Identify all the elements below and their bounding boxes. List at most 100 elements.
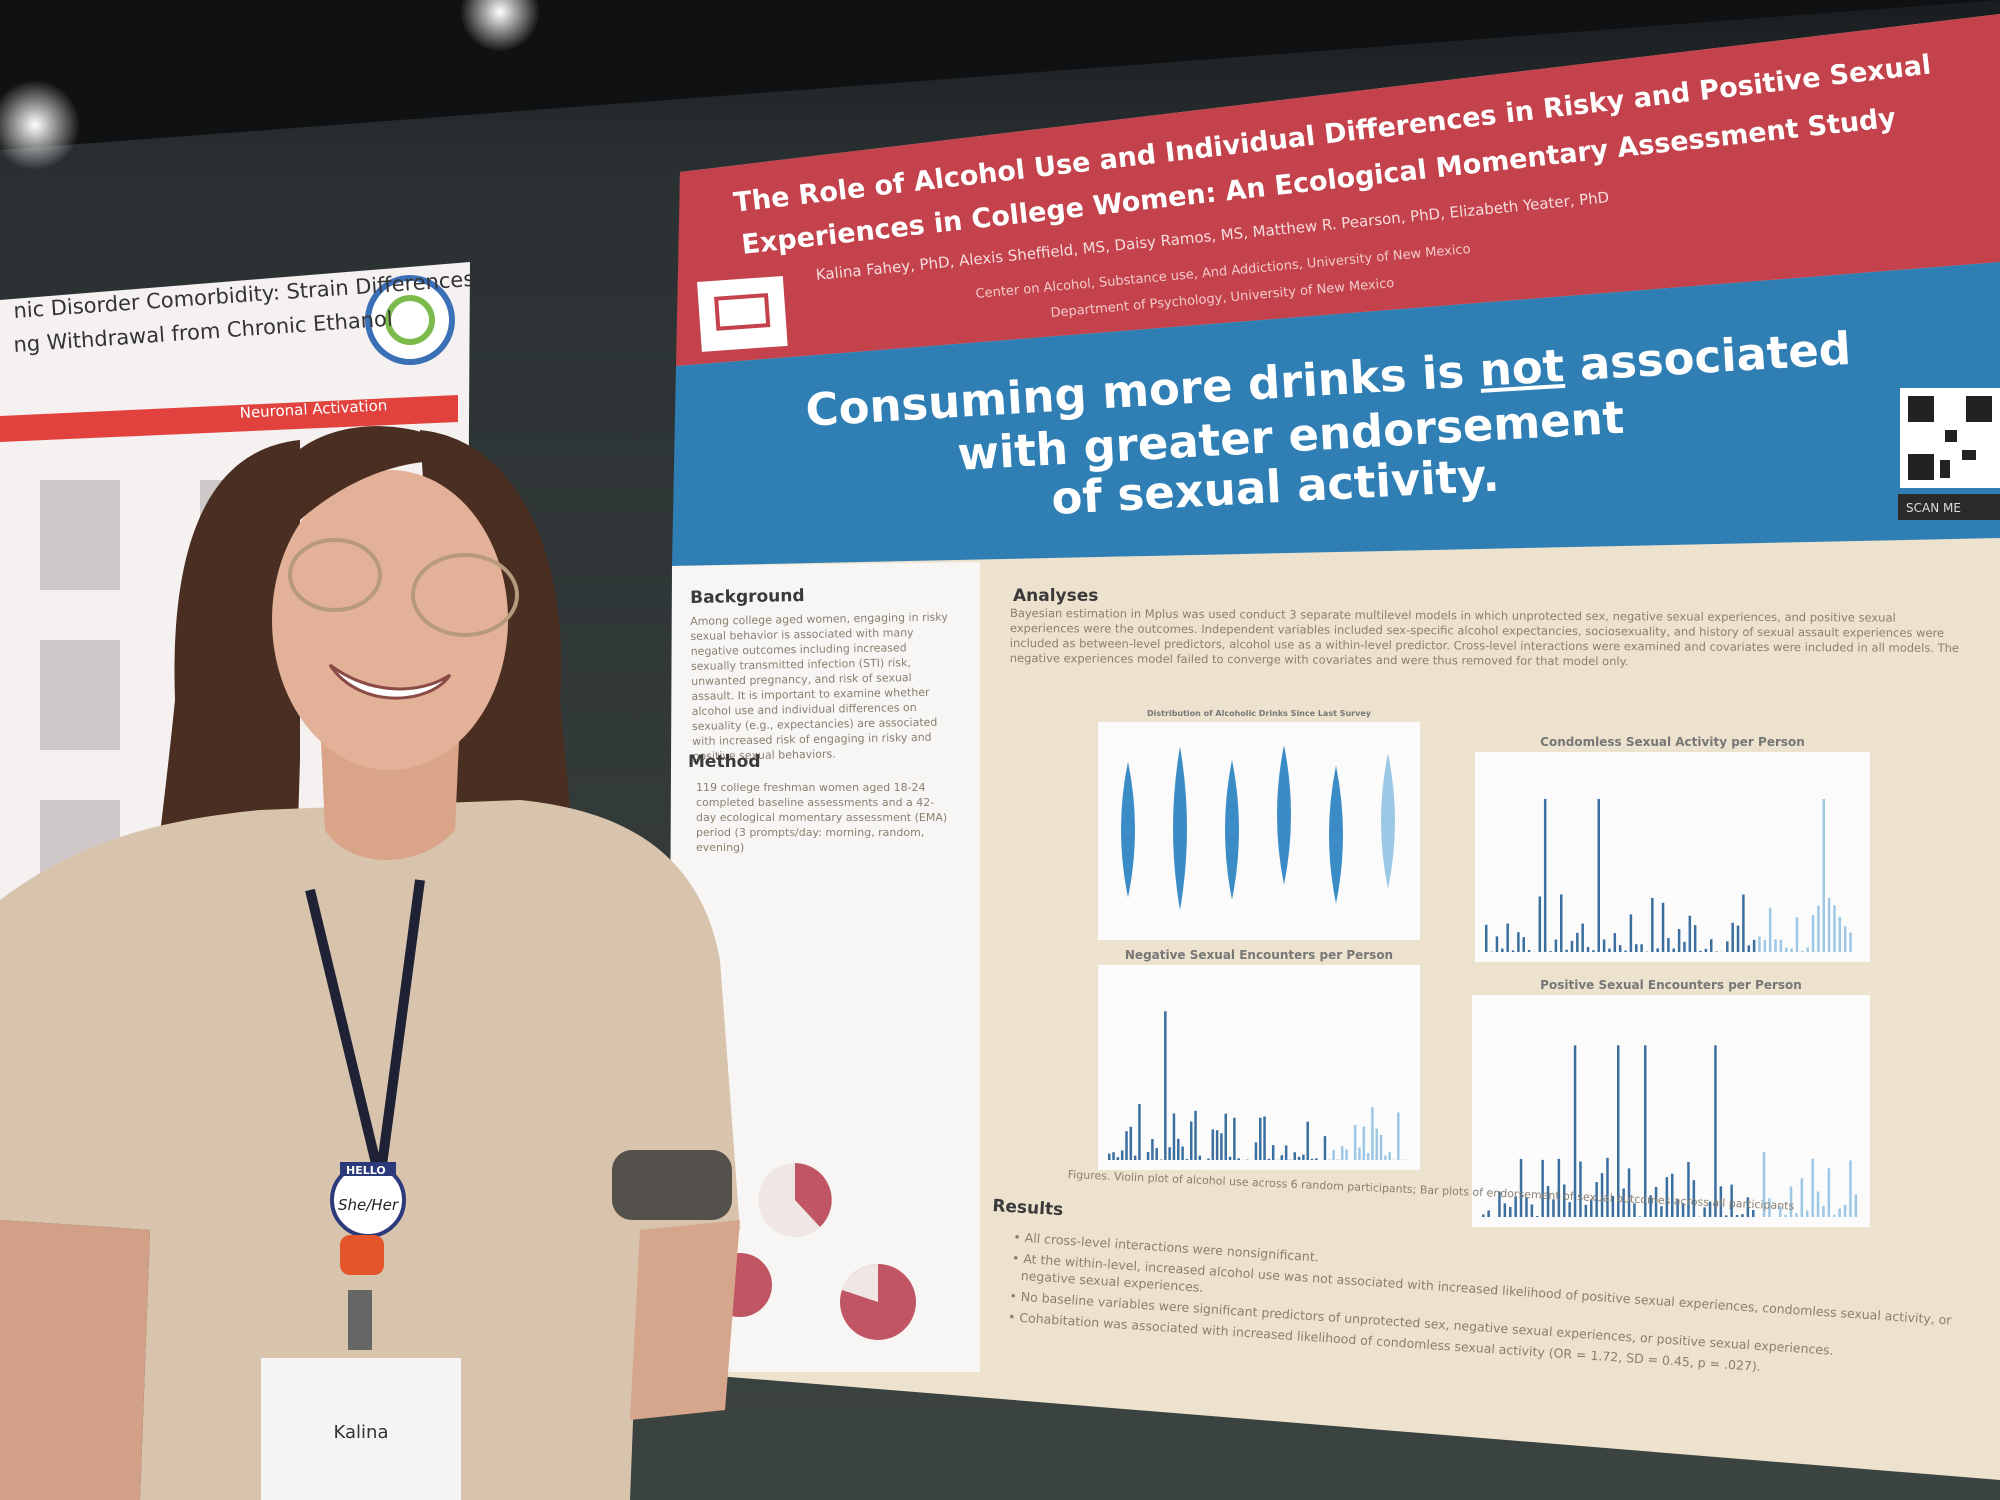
bar-shape [1795,1213,1798,1217]
bar-shape [1726,941,1729,952]
bar-shape [1790,948,1793,952]
bar-shape [1498,1191,1501,1217]
bar-shape [1752,1209,1755,1217]
poster-left-column [668,562,980,1372]
bar-shape [1735,1214,1739,1217]
bar-shape [1600,1173,1604,1217]
unm-logo [697,276,788,352]
bar-shape [1177,1138,1180,1160]
bar-shape [1164,1011,1167,1160]
bar-shape [1384,1155,1387,1160]
bar-shape [1563,1184,1566,1217]
bar-shape [1358,1147,1361,1160]
bar-shape [1602,939,1606,952]
violin-shape [1121,761,1135,898]
bar-shape [1611,1195,1615,1217]
bar-shape [1501,948,1504,952]
left-logo [365,275,455,365]
bar-shape [1838,1208,1841,1217]
poster-header [676,14,2000,366]
bar-shape [1838,916,1842,952]
figure-panels: Distribution of Alcoholic Drinks Since L… [1098,709,1870,1227]
violin-shape [1381,753,1395,889]
bar-shape [1671,1173,1674,1217]
bar-shape [1592,950,1595,952]
bar-shape [1849,932,1852,952]
bar-shape [1699,950,1702,952]
bar-shape [1730,1184,1733,1217]
bar-shape [1509,1206,1512,1217]
bar-shape [1366,1153,1370,1160]
bar-shape [1353,1124,1357,1160]
figure-panel [1475,752,1870,962]
bar-shape [1762,1151,1766,1217]
bar-shape [1185,1159,1189,1160]
bar-shape [1570,940,1574,952]
bar-shape [1538,896,1542,952]
section-heading: Background [690,586,805,608]
section-heading: Method [688,752,761,772]
bar-shape [1752,939,1756,952]
bar-shape [1816,1191,1820,1217]
bar-shape [1843,1204,1847,1217]
hair-top [280,426,500,520]
bar-shape [1323,1136,1327,1160]
badge-pronouns: She/Her [338,1196,399,1214]
bar-shape [1635,944,1638,952]
bar-shape [1833,905,1836,952]
bar-shape [1371,1106,1374,1160]
bar-shape [1487,1210,1490,1217]
bar-shape [1719,1186,1723,1217]
bar-shape [1546,1186,1550,1217]
bar-shape [1618,945,1622,952]
bar-shape [1640,944,1643,952]
bar-shape [1579,1161,1582,1217]
bar-shape [1189,1121,1193,1160]
bar-shape [1590,1199,1593,1217]
figure-title: Negative Sexual Encounters per Person [1125,948,1393,962]
bar-shape [1693,925,1697,952]
light [460,0,540,52]
bar-shape [1388,1152,1391,1160]
bar-shape [1541,1159,1544,1217]
bar-shape [1849,1160,1852,1217]
bar-shape [1800,1178,1804,1217]
bar-shape [1747,945,1750,952]
bar-shape [1511,950,1515,952]
bar-shape [1133,1155,1137,1160]
bar-shape [1811,914,1815,952]
violin-shape [1329,765,1343,904]
bar-shape [1586,947,1590,952]
tattoo [612,1150,732,1220]
bar-shape [1336,1159,1340,1160]
bar-shape [1263,1116,1266,1160]
bar-shape [1665,1177,1669,1217]
bar-shape [1519,1158,1523,1217]
bar-shape [1284,1145,1288,1160]
bar-shape [1654,1186,1658,1217]
bar-shape [1168,1147,1171,1160]
bar-shape [1774,939,1777,952]
bar-shape [1677,929,1681,952]
bar-shape [1581,923,1584,952]
bar-shape [1613,933,1617,952]
bar-shape [1482,1214,1485,1217]
bar-shape [1340,1146,1344,1160]
bar-shape [1784,1214,1787,1217]
bar-shape [1138,1103,1141,1160]
bar-shape [1649,1195,1652,1217]
section-text: Bayesian estimation in Mplus was used co… [1009,606,1960,669]
violin-shape [1225,759,1239,900]
bar-shape [1806,947,1809,952]
bar-shape [1768,907,1772,952]
bar-shape [1811,1158,1814,1217]
bar-shape [1576,932,1579,952]
bar-shape [1530,1204,1534,1217]
bar-shape [1661,902,1665,952]
bar-shape [1514,1196,1517,1217]
bar-shape [1194,1110,1197,1160]
bar-shape [1293,1152,1297,1160]
bar-shape [1315,1158,1318,1160]
bar-shape [1763,939,1767,952]
